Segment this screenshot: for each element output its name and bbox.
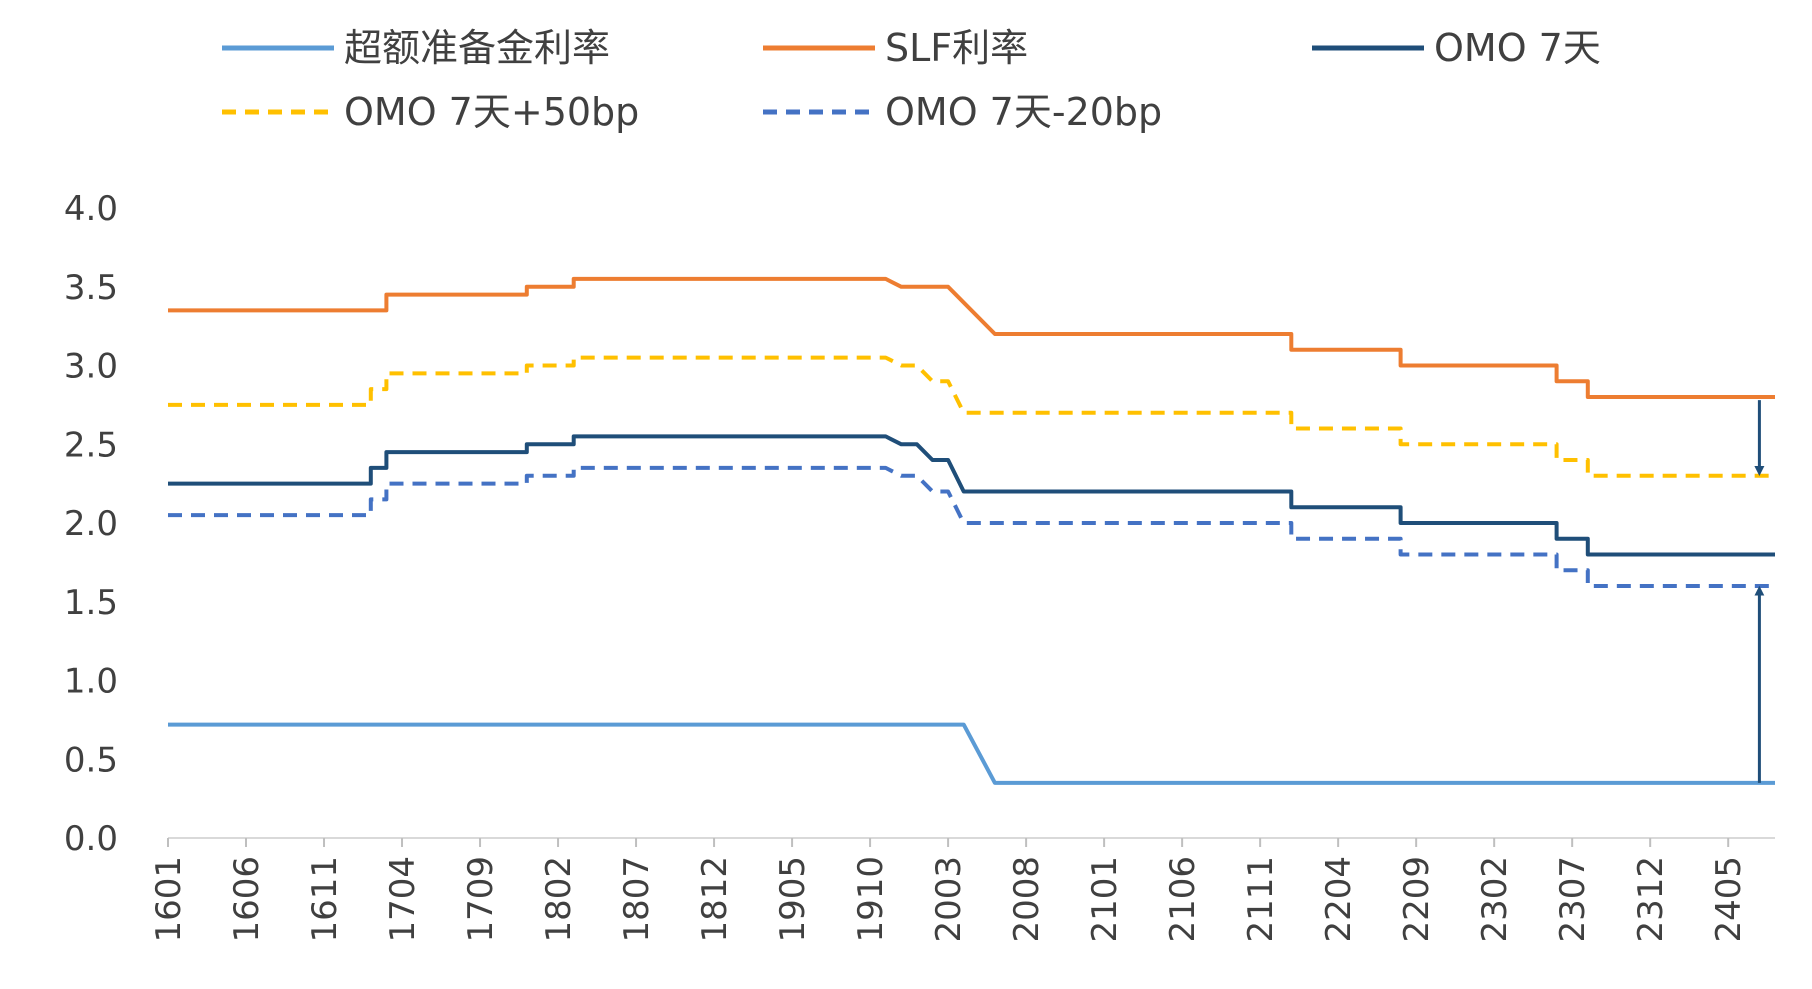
x-tick-label: 2307	[1553, 856, 1593, 943]
x-tick-label: 2008	[1007, 856, 1047, 943]
x-tick-label: 2302	[1475, 856, 1515, 943]
x-tick-label: 1807	[617, 856, 657, 943]
legend-item-1: 超额准备金利率	[222, 26, 610, 70]
x-tick-label: 2106	[1163, 856, 1203, 943]
series-line-3	[168, 434, 1775, 557]
x-tick-label: 2209	[1397, 856, 1437, 943]
y-tick-label: 3.0	[64, 347, 118, 387]
y-tick-label: 1.5	[64, 583, 118, 623]
y-axis: 0.0 0.5 1.0 1.5 2.0 2.5 3.0 3.5 4.0	[64, 189, 118, 859]
y-tick-label: 2.5	[64, 425, 118, 465]
y-tick-label: 4.0	[64, 189, 118, 229]
x-tick-label: 1611	[305, 856, 345, 943]
x-tick-label: 2312	[1631, 856, 1671, 943]
legend-item-3: OMO 7天	[1312, 26, 1601, 70]
y-tick-label: 0.5	[64, 740, 118, 780]
y-tick-label: 1.0	[64, 662, 118, 702]
series-line-2	[168, 276, 1775, 399]
y-tick-label: 3.5	[64, 268, 118, 308]
series-layer	[168, 276, 1775, 785]
x-tick-label: 1812	[695, 856, 735, 943]
legend-label: OMO 7天+50bp	[344, 90, 639, 134]
legend-label: 超额准备金利率	[344, 26, 610, 70]
legend-label: OMO 7天	[1434, 26, 1601, 70]
x-axis: 1601 1606 1611 1704 1709 1802 1807 1812 1905 1910…	[149, 837, 1775, 943]
x-tick-label: 2405	[1709, 856, 1749, 943]
legend-label: SLF利率	[885, 26, 1028, 70]
x-tick-label: 1704	[383, 856, 423, 943]
x-tick-label: 2204	[1319, 856, 1359, 943]
legend-item-2: SLF利率	[763, 26, 1028, 70]
y-tick-label: 2.0	[64, 504, 118, 544]
series-line-4	[168, 355, 1775, 478]
legend-label: OMO 7天-20bp	[885, 90, 1162, 134]
series-line-5	[168, 465, 1775, 588]
x-tick-label: 1910	[851, 856, 891, 943]
legend-item-5: OMO 7天-20bp	[763, 90, 1162, 134]
legend-item-4: OMO 7天+50bp	[222, 90, 639, 134]
x-tick-label: 1601	[149, 856, 189, 943]
x-tick-label: 2101	[1085, 856, 1125, 943]
x-tick-label: 1905	[773, 856, 813, 943]
y-tick-label: 0.0	[64, 819, 118, 859]
x-tick-label: 2003	[929, 856, 969, 943]
x-tick-label: 1606	[227, 856, 267, 943]
series-line-1	[168, 722, 1775, 785]
legend: 超额准备金利率 SLF利率 OMO 7天 OMO 7天+50bp OMO 7天-20bp	[222, 26, 1601, 134]
x-tick-label: 1709	[461, 856, 501, 943]
x-tick-label: 1802	[539, 856, 579, 943]
x-tick-label: 2111	[1241, 856, 1281, 943]
